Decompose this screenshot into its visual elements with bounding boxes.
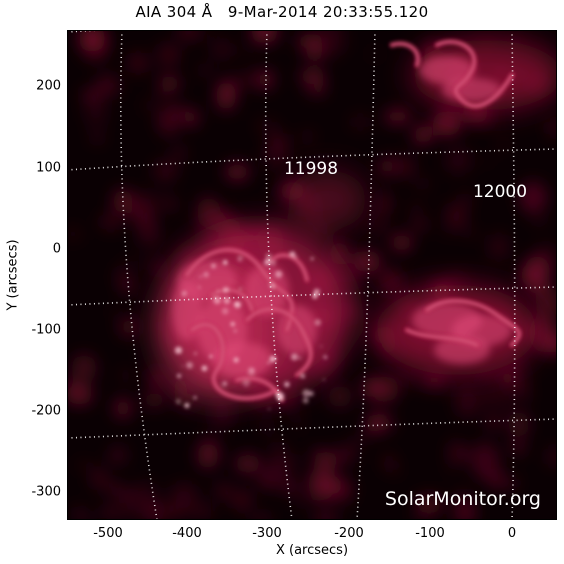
y-tick-label: -200 (31, 403, 61, 419)
x-axis-label: X (arcsecs) (275, 543, 349, 558)
y-tick-label: -100 (31, 322, 61, 338)
y-tick-label: 0 (52, 241, 61, 257)
solar-image-canvas (67, 30, 557, 520)
x-tick-label: -300 (252, 526, 282, 541)
active-region-label-11998: 11998 (283, 159, 339, 179)
x-tick-label: 0 (507, 526, 517, 541)
image-title: AIA 304 Å 9-Mar-2014 20:33:55.120 (135, 3, 429, 21)
y-tick-label: 200 (36, 78, 61, 94)
active-region-label-12000: 12000 (472, 182, 528, 202)
x-tick-label: -200 (334, 526, 364, 541)
x-tick-label: -100 (415, 526, 445, 541)
solar-image (67, 30, 557, 520)
watermark: SolarMonitor.org (384, 488, 541, 510)
x-tick-label: -500 (93, 526, 123, 541)
y-tick-label: 100 (36, 160, 61, 176)
y-tick-label: -300 (31, 484, 61, 500)
x-tick-label: -400 (172, 526, 202, 541)
y-axis-label: Y (arcsecs) (5, 239, 21, 311)
